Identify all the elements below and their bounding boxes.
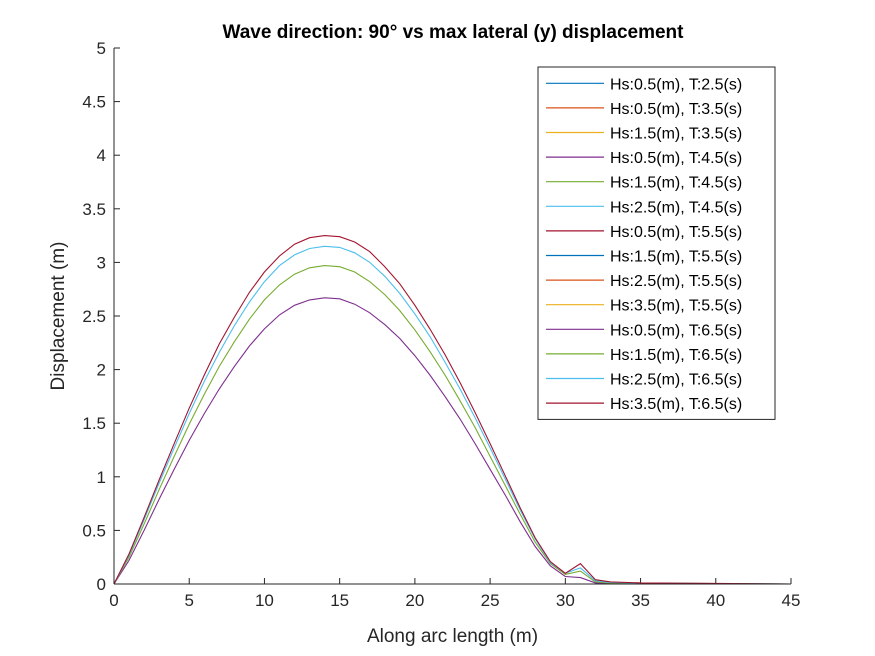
legend-entry: Hs:0.5(m), T:4.5(s) — [610, 150, 742, 167]
series-line-12 — [113, 265, 792, 585]
y-axis-label: Displacement (m) — [48, 242, 69, 391]
series-line-14 — [113, 235, 792, 585]
y-tick-label: 1 — [97, 468, 106, 487]
legend-entry: Hs:0.5(m), T:5.5(s) — [610, 224, 742, 241]
legend-entry: Hs:3.5(m), T:5.5(s) — [610, 298, 742, 315]
x-tick-label: 45 — [782, 591, 801, 610]
legend-entry: Hs:1.5(m), T:6.5(s) — [610, 347, 742, 364]
y-tick-label: 0 — [97, 575, 106, 594]
x-tick-label: 30 — [556, 591, 575, 610]
legend-entry: Hs:0.5(m), T:2.5(s) — [610, 76, 742, 93]
y-tick-label: 4.5 — [82, 93, 106, 112]
legend-box — [537, 66, 776, 420]
x-tick-label: 10 — [255, 591, 274, 610]
chart-title: Wave direction: 90° vs max lateral (y) d… — [223, 22, 685, 43]
y-tick-label: 3 — [97, 253, 106, 272]
legend-entry: Hs:1.5(m), T:4.5(s) — [610, 175, 742, 192]
y-tick-label: 5 — [97, 39, 106, 58]
legend-entry: Hs:2.5(m), T:5.5(s) — [610, 273, 742, 290]
y-tick-label: 1.5 — [82, 414, 106, 433]
legend-entry: Hs:1.5(m), T:3.5(s) — [610, 126, 742, 143]
legend-entry: Hs:0.5(m), T:6.5(s) — [610, 322, 742, 339]
x-tick-label: 0 — [109, 591, 118, 610]
x-tick-label: 5 — [184, 591, 193, 610]
x-tick-label: 35 — [631, 591, 650, 610]
x-axis-ticks: 0 5 10 15 20 25 30 35 40 45 — [109, 578, 800, 610]
legend-entry: Hs:3.5(m), T:6.5(s) — [610, 396, 742, 413]
x-tick-label: 15 — [330, 591, 349, 610]
x-axis-label: Along arc length (m) — [367, 626, 538, 647]
legend-entry: Hs:0.5(m), T:3.5(s) — [610, 101, 742, 118]
x-tick-label: 25 — [481, 591, 500, 610]
y-tick-label: 4 — [97, 146, 106, 165]
x-tick-label: 40 — [706, 591, 725, 610]
legend-entry: Hs:2.5(m), T:6.5(s) — [610, 372, 742, 389]
series-line-11 — [113, 297, 792, 585]
y-tick-label: 2.5 — [82, 307, 106, 326]
y-tick-label: 2 — [97, 361, 106, 380]
x-tick-label: 20 — [405, 591, 424, 610]
legend-entry: Hs:1.5(m), T:5.5(s) — [610, 249, 742, 266]
legend-entry: Hs:2.5(m), T:4.5(s) — [610, 199, 742, 216]
y-tick-label: 3.5 — [82, 200, 106, 219]
y-axis-ticks: 0 0.5 1 1.5 2 2.5 3 3.5 4 4.5 5 — [82, 39, 120, 594]
legend: Hs:0.5(m), T:2.5(s) Hs:0.5(m), T:3.5(s) Hs… — [537, 66, 776, 420]
y-tick-label: 0.5 — [82, 521, 106, 540]
